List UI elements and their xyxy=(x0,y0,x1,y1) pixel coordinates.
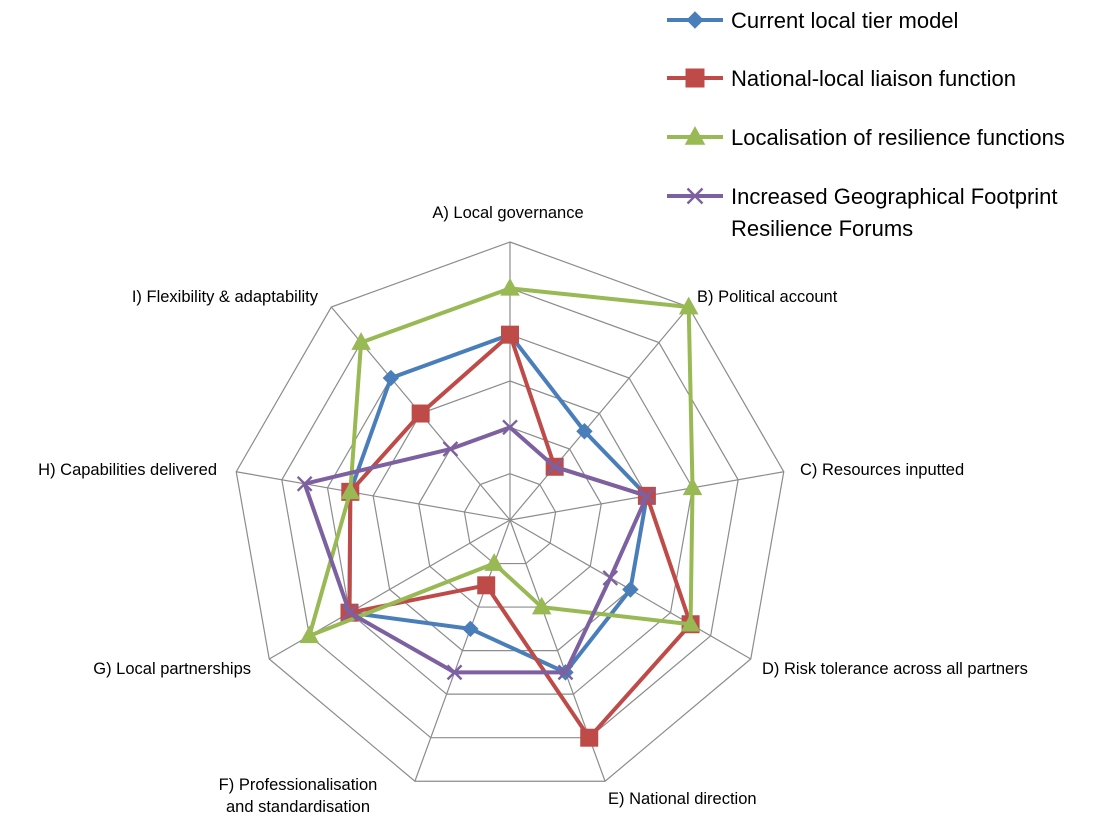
data-point-s1-4 xyxy=(622,581,639,598)
legend-item-1: Current local tier model xyxy=(667,8,958,33)
data-point-s1-9 xyxy=(382,369,400,387)
legend-item-4: Increased Geographical Footprint Resilien… xyxy=(667,184,1058,241)
legend-item-2: National-local liaison function xyxy=(667,66,1016,91)
legend-label-4: Increased Geographical Footprint Resilien… xyxy=(731,184,1058,241)
data-point-s3-3 xyxy=(682,477,703,496)
data-point-s4-1 xyxy=(502,419,518,436)
data-point-s3-4 xyxy=(680,613,701,632)
axis-label-e-national-direction: E) National direction xyxy=(608,790,757,808)
data-point-s4-4 xyxy=(602,570,619,586)
axis-spoke-8 xyxy=(236,471,511,521)
grid-ring-4 xyxy=(326,334,694,695)
series-current-local-tier-model xyxy=(341,326,656,681)
data-point-s2-1 xyxy=(501,325,519,344)
data-point-s3-6 xyxy=(484,553,504,571)
data-point-s4-9 xyxy=(442,441,459,457)
axis-label-a-local-governance: A) Local governance xyxy=(432,204,583,222)
axis-label-h-capabilities-delivered: H) Capabilities delivered xyxy=(38,461,217,479)
data-point-s4-8 xyxy=(296,475,313,492)
axis-label-f-professionalisation-and-standardisation: F) Professionalisation and standardisatio… xyxy=(219,776,378,816)
axis-label-g-local-partnerships: G) Local partnerships xyxy=(93,660,251,678)
axis-labels: A) Local governance B) Political account C… xyxy=(38,204,1028,816)
data-point-s4-3 xyxy=(639,488,655,504)
data-point-s3-8 xyxy=(340,481,361,500)
data-point-s3-5 xyxy=(531,596,552,615)
series-line-3 xyxy=(307,286,695,638)
data-point-s4-6 xyxy=(446,664,463,681)
axis-label-c-resources-inputted: C) Resources inputted xyxy=(800,461,964,479)
legend-label-3: Localisation of resilience functions xyxy=(731,125,1065,150)
series-localisation-of-resilience-functions xyxy=(299,277,703,644)
legend-label-2: National-local liaison function xyxy=(731,66,1016,91)
data-point-s2-5 xyxy=(580,728,599,747)
data-point-s2-9 xyxy=(411,404,430,423)
legend-marker-4 xyxy=(686,187,704,205)
data-point-s1-6 xyxy=(462,620,479,638)
series-national-local-liaison-function xyxy=(340,325,700,747)
grid-ring-5 xyxy=(281,287,739,739)
legend-marker-2 xyxy=(685,68,705,88)
data-point-s2-6 xyxy=(477,576,496,595)
series-increased-geographical-footprint-resilience-forums xyxy=(296,419,655,681)
legend-item-3: Localisation of resilience functions xyxy=(667,125,1065,150)
data-point-s3-7 xyxy=(299,625,320,644)
axis-spoke-2 xyxy=(509,306,690,521)
legend-marker-1 xyxy=(686,11,704,29)
data-point-s3-9 xyxy=(351,332,371,350)
axis-label-i-flexibility-adaptability: I) Flexibility & adaptability xyxy=(132,288,319,306)
radar-grid xyxy=(235,241,785,782)
radar-series xyxy=(296,277,703,747)
data-point-s4-5 xyxy=(557,664,574,681)
grid-ring-1 xyxy=(463,473,557,565)
data-point-s1-2 xyxy=(576,423,593,440)
data-point-s4-2 xyxy=(546,458,563,475)
grid-ring-3 xyxy=(372,380,648,652)
grid-ring-6 xyxy=(235,241,785,782)
data-point-s3-2 xyxy=(678,296,699,315)
axis-label-d-risk-tolerance-across-all-partners: D) Risk tolerance across all partners xyxy=(762,660,1028,678)
legend: Current local tier model National-local l… xyxy=(667,8,1065,241)
legend-label-1: Current local tier model xyxy=(731,8,958,33)
series-line-4 xyxy=(302,425,649,675)
series-line-1 xyxy=(347,332,649,675)
legend-marker-3 xyxy=(684,126,706,145)
data-point-s4-7 xyxy=(341,604,358,621)
axis-label-b-political-account: B) Political account xyxy=(697,288,838,306)
data-point-s3-1 xyxy=(500,277,520,296)
